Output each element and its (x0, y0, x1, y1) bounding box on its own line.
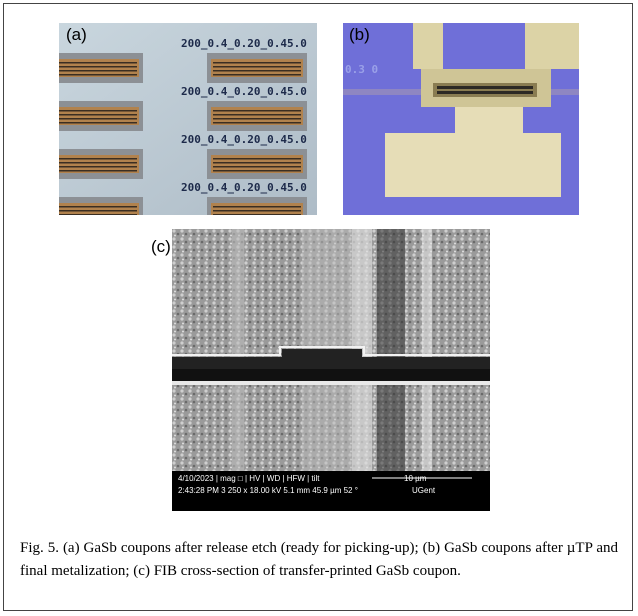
coupon-shape (59, 158, 137, 160)
coupon-shape (213, 166, 301, 168)
coupon-shape (59, 210, 137, 212)
coupon-shape (213, 66, 301, 68)
panel-label: (c) (151, 237, 171, 257)
coupon-shape (59, 206, 137, 208)
image-overlay-text: 0.3 0 (345, 63, 378, 76)
sem-info-text: 2:43:28 PM 3 250 x 18.00 kV 5.1 mm 45.9 … (178, 486, 358, 495)
coupon-shape (213, 170, 301, 172)
coupon-shape (213, 114, 301, 116)
coupon-shape (213, 118, 301, 120)
image-overlay-text: 200_0.4_0.20_0.45.0 (181, 37, 307, 50)
coupon-shape (213, 70, 301, 72)
coupon-shape (59, 110, 137, 112)
sem-info-text: 4/10/2023 | mag □ | HV | WD | HFW | tilt (178, 474, 320, 483)
coupon-shape (213, 74, 301, 76)
coupon-shape (213, 110, 301, 112)
coupon-shape (59, 118, 137, 120)
coupon-shape (59, 114, 137, 116)
image-overlay-text: 200_0.4_0.20_0.45.0 (181, 133, 307, 146)
coupon-shape (213, 62, 301, 64)
coupon-shape (59, 162, 137, 164)
sem-info-text: UGent (412, 486, 436, 495)
coupon-shape (59, 66, 137, 68)
figure-caption: Fig. 5. (a) GaSb coupons after release e… (20, 537, 618, 583)
figure-frame: 200_0.4_0.20_0.45.0 200_0.4_0.20_0.45.0 … (3, 3, 633, 611)
coupon-shape (59, 74, 137, 76)
image-overlay-text: 200_0.4_0.20_0.45.0 (181, 85, 307, 98)
coupon-shape (213, 214, 301, 215)
microscope-image-a: 200_0.4_0.20_0.45.0 200_0.4_0.20_0.45.0 … (59, 23, 317, 215)
coupon-shape (59, 170, 137, 172)
coupon-shape (59, 203, 139, 215)
coupon-shape (213, 206, 301, 208)
coupon-shape (213, 210, 301, 212)
coupon-shape (211, 203, 303, 215)
coupon-shape (213, 122, 301, 124)
coupon-shape (213, 158, 301, 160)
sem-image-c: 4/10/2023 | mag □ | HV | WD | HFW | tilt… (172, 229, 490, 511)
coupon-shape (59, 62, 137, 64)
coupon-shape (59, 214, 137, 215)
panel-label: (a) (66, 25, 87, 45)
coupon-shape (59, 122, 137, 124)
sem-scale-text: 10 µm (404, 474, 427, 483)
coupon-shape (59, 166, 137, 168)
coupon-shape (213, 162, 301, 164)
microscope-image-b: 0.3 0 (343, 23, 579, 215)
panel-label: (b) (349, 25, 370, 45)
image-overlay-text: 200_0.4_0.20_0.45.0 (181, 181, 307, 194)
coupon-shape (59, 70, 137, 72)
